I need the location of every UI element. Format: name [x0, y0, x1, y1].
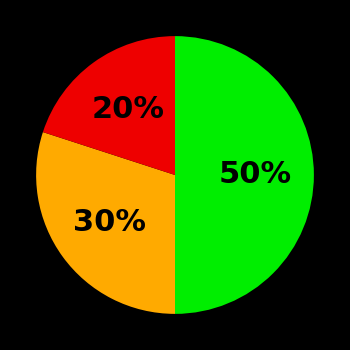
Wedge shape [175, 36, 314, 314]
Wedge shape [43, 36, 175, 175]
Text: 30%: 30% [74, 208, 146, 237]
Text: 20%: 20% [91, 95, 164, 124]
Text: 50%: 50% [219, 161, 292, 189]
Wedge shape [36, 132, 175, 314]
